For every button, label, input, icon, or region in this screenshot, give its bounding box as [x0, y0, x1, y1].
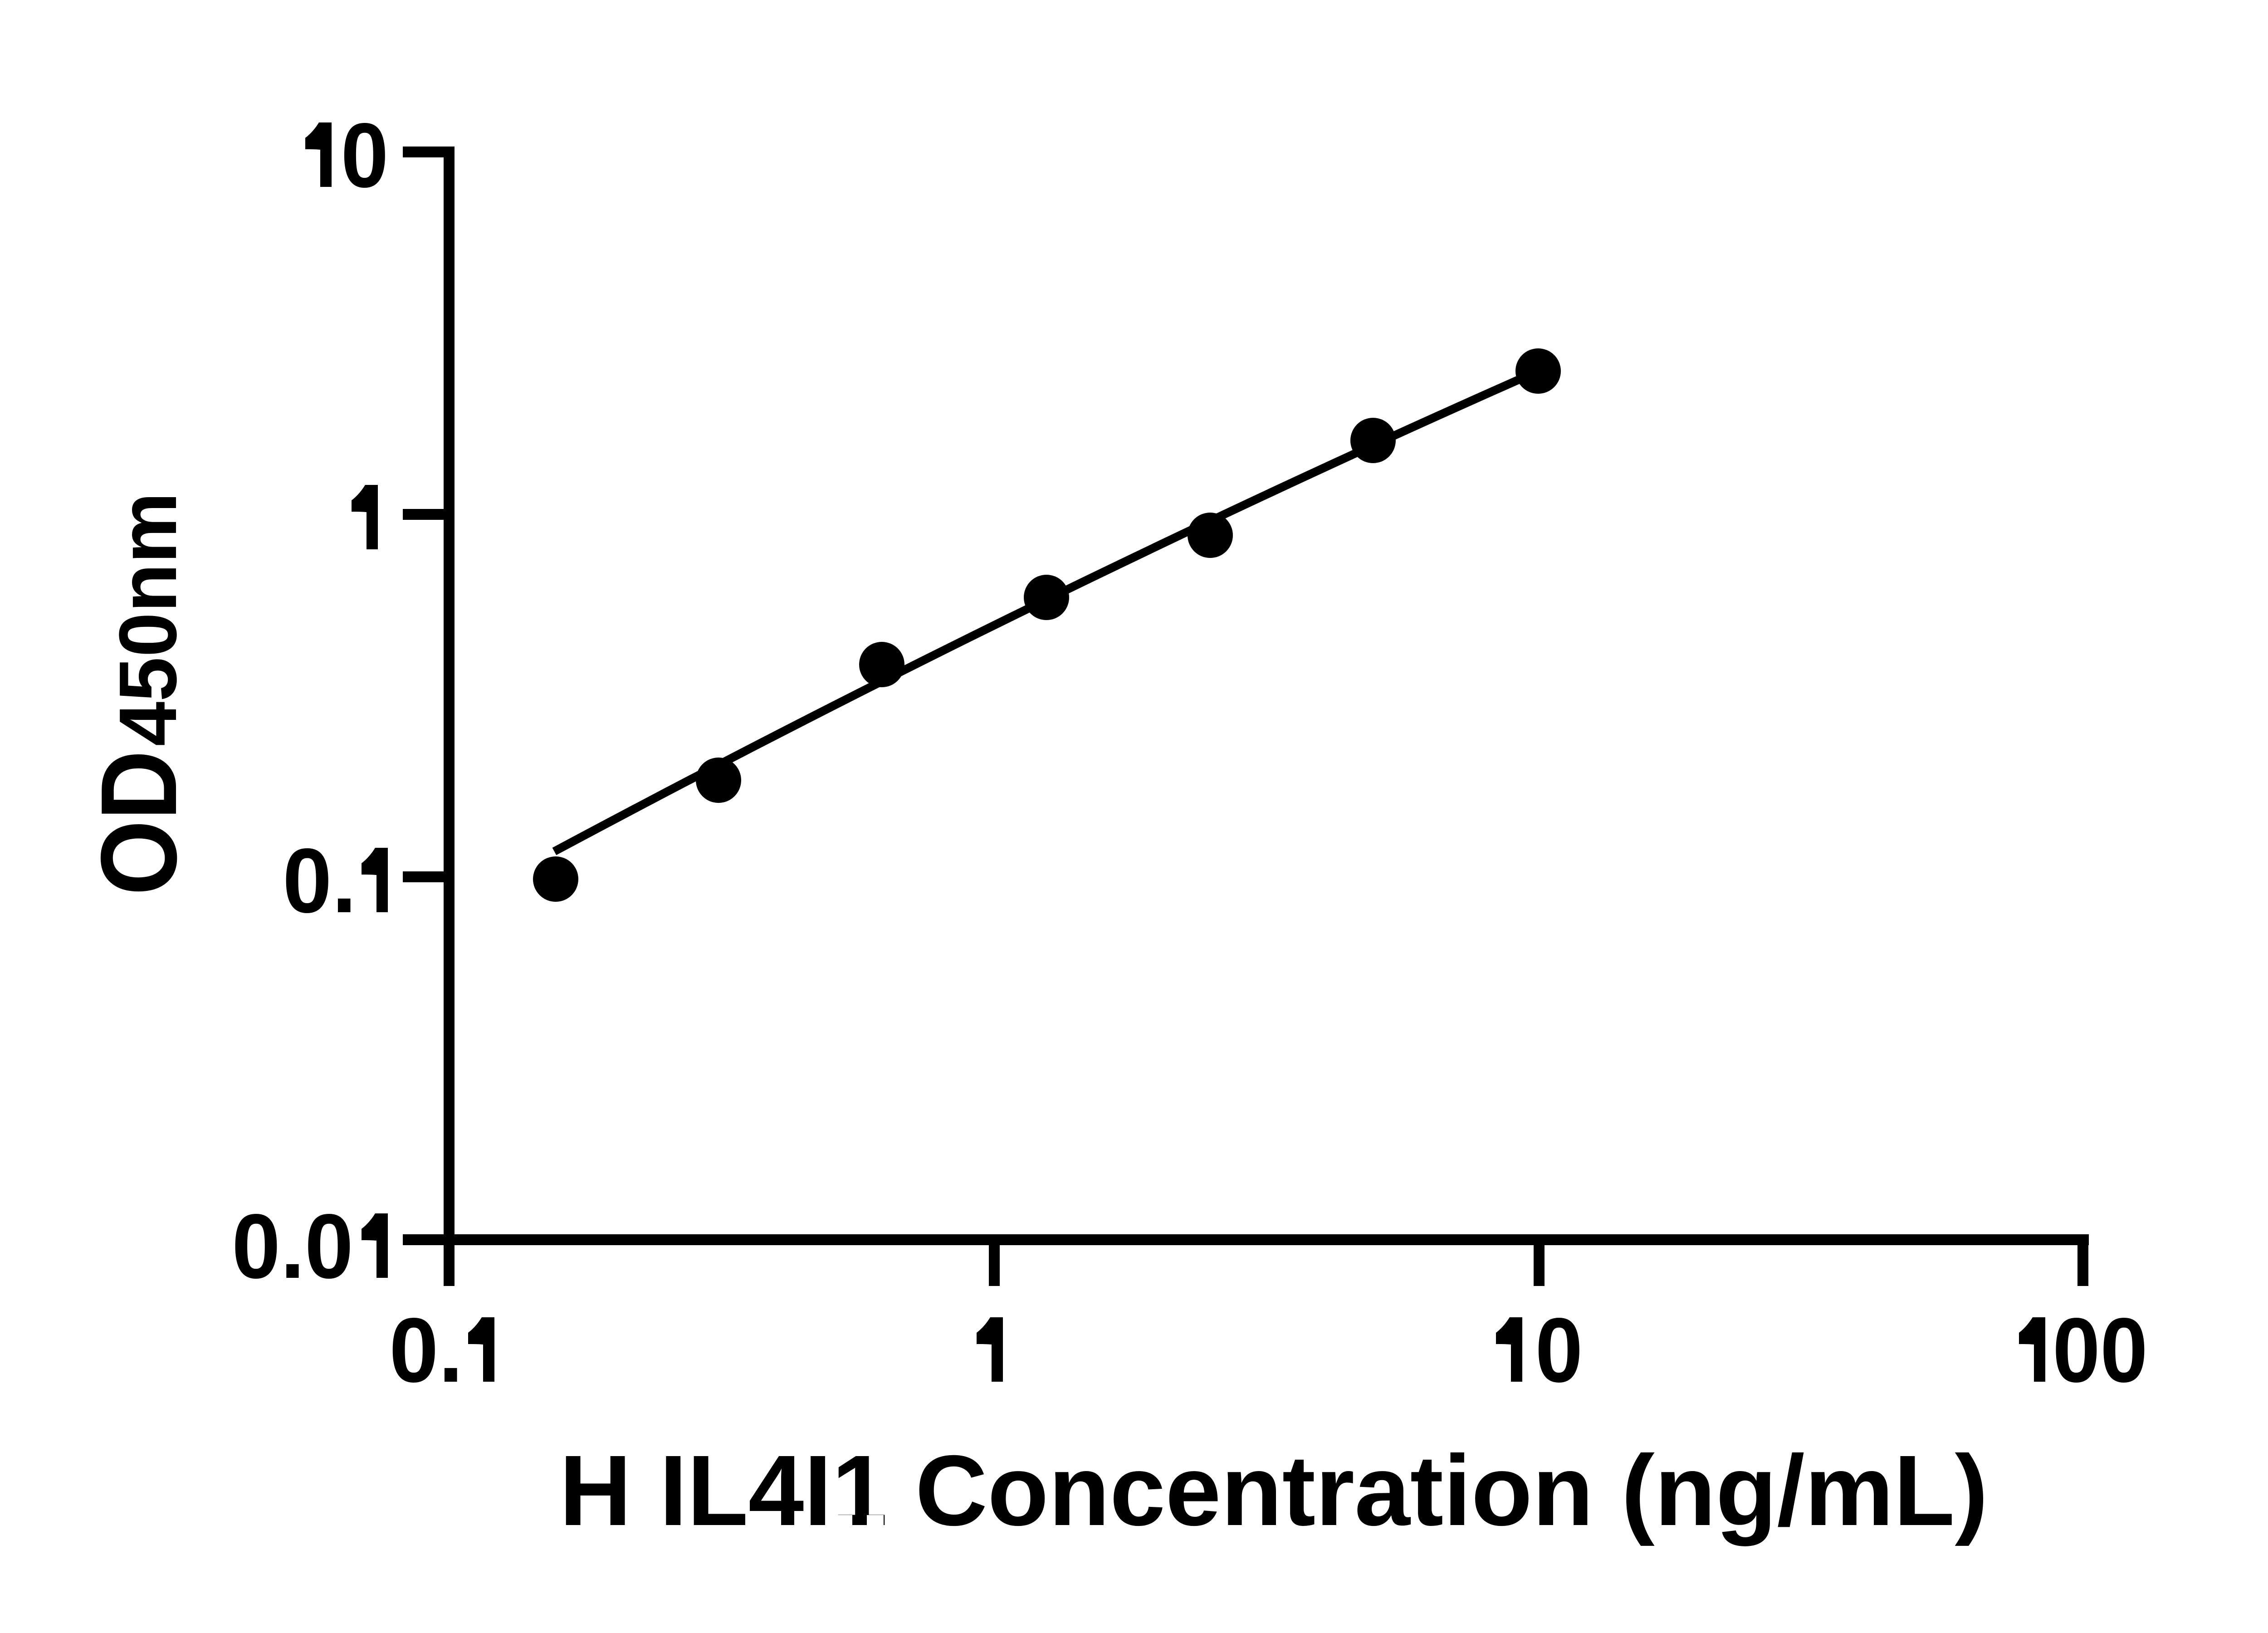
svg-text:0.0: 0.0 — [232, 1195, 353, 1297]
svg-text:H IL4I1 Concentration (ng/mL): H IL4I1 Concentration (ng/mL) — [559, 1434, 1988, 1546]
svg-text:0: 0 — [1535, 1299, 1583, 1401]
svg-text:00: 00 — [2053, 1299, 2148, 1401]
svg-text:450nm: 450nm — [103, 492, 194, 746]
svg-text:OD: OD — [79, 750, 199, 895]
svg-text:0: 0 — [341, 104, 389, 206]
svg-text:0.: 0. — [389, 1299, 463, 1401]
svg-text:0.: 0. — [283, 829, 357, 932]
